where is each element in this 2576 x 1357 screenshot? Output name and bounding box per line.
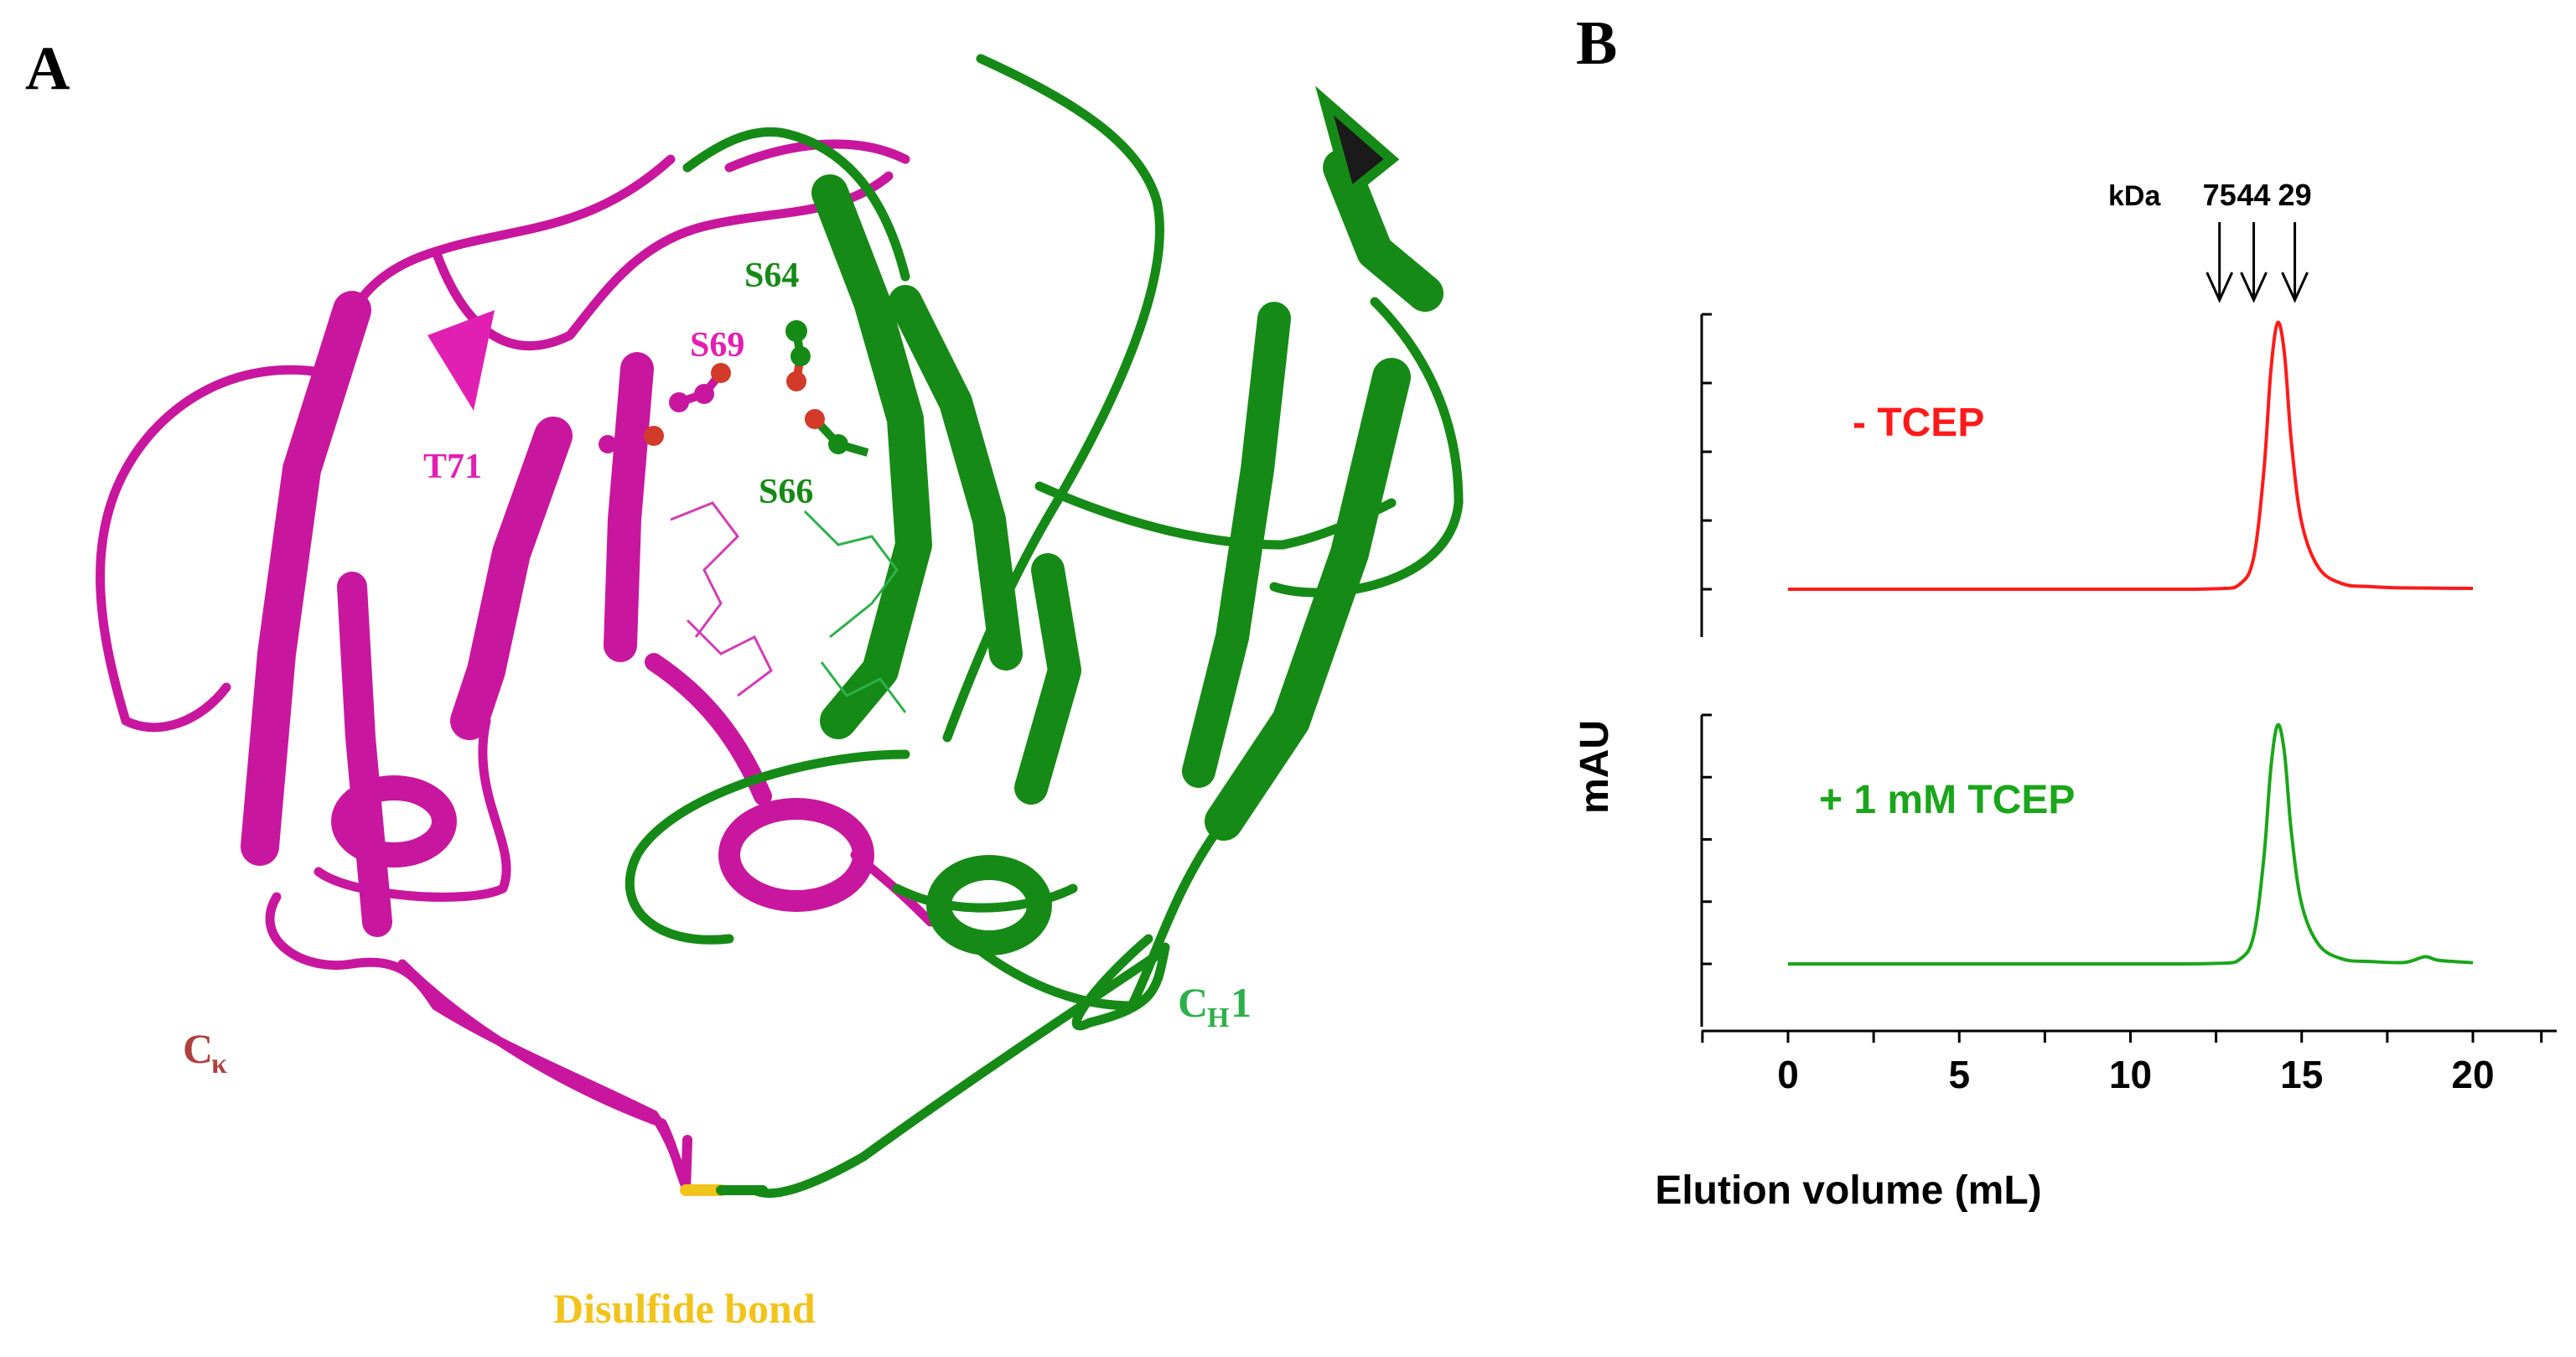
disulfide-bond-sticks bbox=[680, 1135, 768, 1196]
panel-a-letter: A bbox=[25, 34, 70, 103]
series-line-1 bbox=[1788, 723, 2474, 966]
x-axis-label: Elution volume (mL) bbox=[1655, 1168, 2041, 1213]
series-label-minus-tcep: - TCEP bbox=[1853, 401, 1984, 445]
size-marker-unit: kDa bbox=[2108, 180, 2161, 212]
label-disulfide-bond: Disulfide bond bbox=[553, 1285, 816, 1332]
series-line-0 bbox=[1788, 320, 2474, 592]
x-tick-label-15: 15 bbox=[2280, 1053, 2323, 1096]
light-chain-arrowhead bbox=[428, 310, 495, 411]
heavy-chain-ribbon bbox=[625, 54, 1464, 1199]
label-ck: C κ bbox=[183, 1025, 227, 1080]
label-s64: S64 bbox=[744, 256, 799, 295]
size-marker-label-75: 75 bbox=[2203, 178, 2237, 212]
label-ck-base: C bbox=[183, 1025, 213, 1072]
label-ch1: C H 1 bbox=[1178, 979, 1252, 1033]
size-marker-label-29: 29 bbox=[2278, 178, 2312, 212]
label-ch1-base: C bbox=[1178, 979, 1208, 1026]
side-chain-sticks bbox=[670, 501, 907, 713]
label-s66: S66 bbox=[759, 473, 813, 511]
heavy-chain-dark-sheet bbox=[1314, 85, 1400, 202]
series-label-plus-tcep: + 1 mM TCEP bbox=[1819, 778, 2075, 822]
t71-residue-atoms bbox=[599, 426, 664, 488]
x-tick-label-0: 0 bbox=[1777, 1053, 1799, 1096]
panel-b-letter: B bbox=[1576, 9, 1618, 78]
label-ch1-sub: H bbox=[1207, 1002, 1229, 1033]
label-ch1-suffix: 1 bbox=[1231, 979, 1252, 1026]
label-ck-sub: κ bbox=[211, 1049, 227, 1080]
x-tick-label-20: 20 bbox=[2451, 1053, 2494, 1096]
label-s69: S69 bbox=[690, 326, 744, 365]
size-marker-label-44: 44 bbox=[2237, 178, 2271, 212]
s64-residue-atoms bbox=[785, 320, 811, 391]
size-marker-arrowhead-29 bbox=[2281, 272, 2309, 303]
s66-residue-atoms bbox=[805, 409, 869, 457]
size-marker-arrowhead-75 bbox=[2205, 272, 2234, 303]
s69-residue-atoms bbox=[669, 363, 731, 412]
size-marker-arrowhead-44 bbox=[2240, 272, 2268, 303]
label-t71: T71 bbox=[423, 448, 482, 486]
x-tick-label-5: 5 bbox=[1948, 1053, 1970, 1096]
y-axis-label: mAU bbox=[1573, 720, 1617, 814]
x-tick-label-10: 10 bbox=[2109, 1053, 2152, 1096]
